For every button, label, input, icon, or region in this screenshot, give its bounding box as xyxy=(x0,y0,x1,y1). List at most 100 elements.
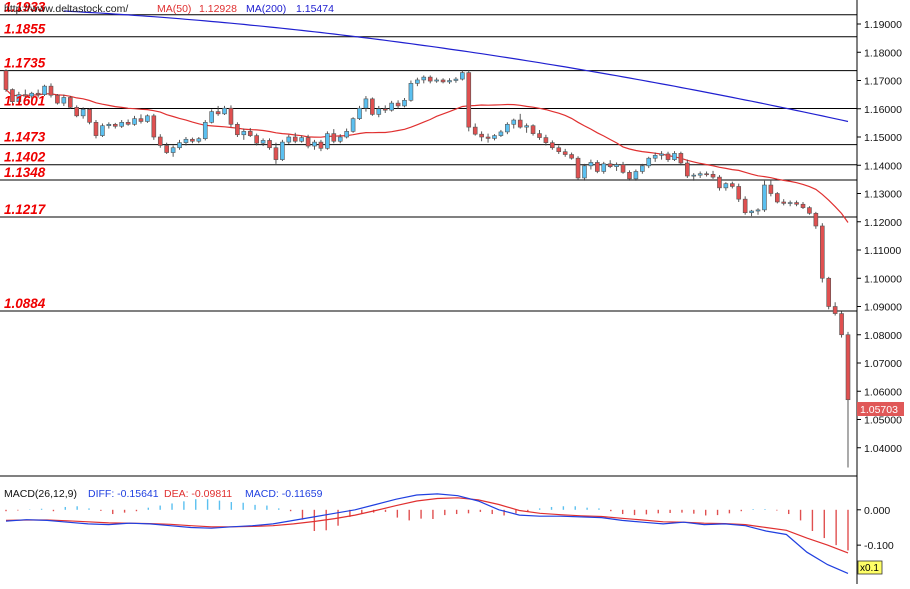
candle xyxy=(742,196,748,215)
candle xyxy=(466,70,472,132)
candle-body xyxy=(685,162,690,177)
candle xyxy=(254,133,259,146)
candle xyxy=(138,114,144,124)
candle-body xyxy=(157,136,163,146)
moving-averages xyxy=(5,10,849,223)
candle xyxy=(74,105,79,118)
candle-body xyxy=(453,78,459,81)
candle-body xyxy=(601,163,607,172)
candle xyxy=(595,160,600,174)
candle-body xyxy=(280,141,285,160)
candle-body xyxy=(305,137,311,147)
price-tick-label: 1.13000 xyxy=(864,189,902,201)
candle-body xyxy=(273,147,279,160)
candle xyxy=(106,122,112,129)
candle-body xyxy=(106,123,112,127)
level-label: 1.0884 xyxy=(4,296,46,311)
price-tick-label: 1.16000 xyxy=(864,104,902,116)
candle-body xyxy=(267,140,272,149)
candle-body xyxy=(35,92,41,95)
candle xyxy=(100,123,105,138)
candle-body xyxy=(215,111,221,115)
candle-body xyxy=(607,163,613,167)
candle-body xyxy=(575,157,581,179)
level-label: 1.1601 xyxy=(4,93,45,108)
price-tick-label: 1.18000 xyxy=(864,47,902,59)
candle-body xyxy=(312,141,317,147)
candle xyxy=(331,129,337,144)
macd-scale-badge-box[interactable] xyxy=(857,560,883,575)
macd-diff-legend: DIFF: -0.15641 xyxy=(88,488,159,500)
candle xyxy=(543,134,549,146)
candle-body xyxy=(3,70,9,90)
candle-body xyxy=(292,136,298,142)
level-label: 1.1933 xyxy=(4,0,46,15)
candle-body xyxy=(787,202,793,204)
candle-body xyxy=(350,118,356,132)
candle-body xyxy=(170,147,176,153)
candle xyxy=(730,181,735,189)
candle-body xyxy=(517,119,523,128)
candle-body xyxy=(132,118,137,125)
price-tick-label: 1.17000 xyxy=(864,76,902,88)
candle-body xyxy=(723,183,729,189)
candle-body xyxy=(427,76,433,82)
ma50-line xyxy=(5,89,849,223)
price-tick-label: 1.11000 xyxy=(864,245,901,257)
source-url[interactable]: http://www.deltastock.com/ xyxy=(4,3,128,15)
candle xyxy=(157,134,163,148)
candle xyxy=(35,89,41,98)
candle xyxy=(505,122,510,135)
macd-scale-badge-label[interactable]: x0.1 xyxy=(860,563,879,574)
candle xyxy=(228,105,234,128)
candle-body xyxy=(543,137,549,143)
candle-body xyxy=(415,79,420,84)
candle xyxy=(29,91,35,101)
candle xyxy=(717,175,722,191)
candle-body xyxy=(736,186,742,200)
candle xyxy=(562,148,568,157)
macd-scale-badge[interactable]: x0.1 xyxy=(857,560,883,575)
macd-histogram xyxy=(5,499,849,551)
candle xyxy=(260,138,266,147)
candle xyxy=(582,163,587,181)
ma200-line xyxy=(63,10,849,123)
candle xyxy=(408,80,414,102)
candle-body xyxy=(389,102,394,111)
candle-body xyxy=(646,157,652,167)
candle-body xyxy=(498,131,504,136)
candle xyxy=(652,152,658,162)
candle-body xyxy=(472,126,478,135)
macd-tick-label: -0.100 xyxy=(864,540,894,552)
candle xyxy=(280,139,285,162)
candle-body xyxy=(730,183,735,187)
candle xyxy=(640,163,645,174)
candle xyxy=(749,209,754,217)
candle-body xyxy=(325,133,330,149)
macd-axis-ticks: 0.000 -0.100 xyxy=(857,505,894,552)
price-tick-label: 1.05000 xyxy=(864,415,902,427)
price-tick-label: 1.06000 xyxy=(864,386,902,398)
candle xyxy=(447,78,452,84)
candle-body xyxy=(659,153,664,156)
candle xyxy=(151,113,157,140)
candle-body xyxy=(209,111,214,123)
candle xyxy=(286,134,292,145)
candle-body xyxy=(742,198,748,214)
level-label: 1.1402 xyxy=(4,150,46,165)
candle xyxy=(697,171,703,178)
candle-body xyxy=(299,137,304,142)
candle xyxy=(164,142,169,154)
price-tick-label: 1.15000 xyxy=(864,132,902,144)
candle-body xyxy=(67,97,73,108)
candle-body xyxy=(318,141,324,149)
candle xyxy=(813,211,819,229)
candle-body xyxy=(100,125,105,136)
candle-body xyxy=(710,173,716,178)
candle-body xyxy=(10,89,15,102)
candle xyxy=(781,199,787,206)
candle-body xyxy=(839,313,844,336)
candle xyxy=(22,89,28,98)
candle-body xyxy=(80,109,86,117)
